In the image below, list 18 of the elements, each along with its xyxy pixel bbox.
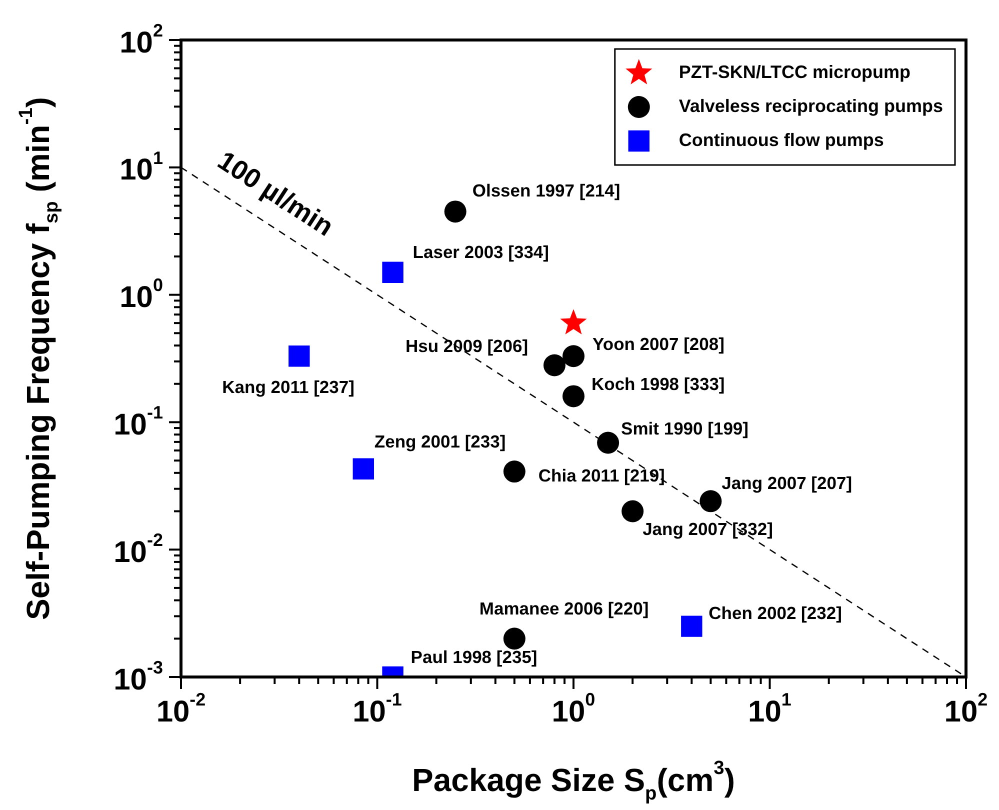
annotation: Zeng 2001 [233]: [374, 432, 506, 452]
annotation: Laser 2003 [334]: [412, 242, 550, 262]
legend-label: Valveless reciprocating pumps: [678, 96, 944, 116]
annotation: Koch 1998 [333]: [592, 374, 725, 394]
annotation: Olssen 1997 [214]: [472, 180, 620, 200]
annotation: Chia 2011 [219]: [538, 465, 665, 486]
legend-label: Continuous flow pumps: [678, 130, 884, 150]
annotation: Hsu 2009 [206]: [405, 336, 528, 356]
annotation: Chen 2002 [232]: [708, 603, 842, 624]
y-axis-title: Self-Pumping Frequency fsp (min-1): [16, 96, 62, 620]
annotation: Paul 1998 [235]: [410, 646, 538, 667]
annotation: Smit 1990 [199]: [621, 418, 748, 439]
annotation: Jang 2007 [207]: [722, 472, 852, 493]
annotation: Mamanee 2006 [220]: [479, 598, 649, 618]
annotation: Yoon 2007 [208]: [592, 334, 724, 354]
legend-label: PZT-SKN/LTCC micropump: [678, 62, 911, 82]
annotation: Jang 2007 [332]: [642, 519, 773, 540]
annotation: Kang 2011 [237]: [222, 376, 354, 397]
